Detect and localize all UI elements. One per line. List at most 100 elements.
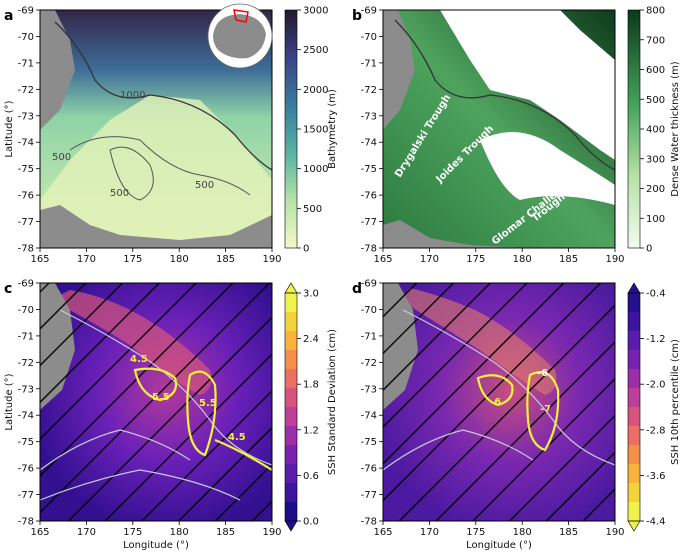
colorbar-tick-label: -3.6 [646,471,666,482]
lon-tick-label: 175 [123,527,142,538]
lon-tick-label: 165 [373,254,392,265]
x-axis-label: Longitude (°) [123,540,189,551]
lat-tick-label: -76 [361,464,377,475]
colorbar-label: Bathymetry (m) [327,89,338,169]
panel-c: c 4.5 5.5 5.5 4.5 0.0 0.6 1.2 1.8 2.4 3.0 SSH… [4,281,338,551]
lon-tick-label: 165 [373,527,392,538]
colorbar-tick-label: 2.4 [303,334,319,345]
lat-tick-label: -73 [361,111,377,122]
lon-tick-label: 190 [262,254,281,265]
colorbar-segment [285,331,297,350]
contour-yellow [186,370,217,457]
colorbar-extend-top [284,282,298,294]
colorbar-tick-label: -2.0 [646,380,666,391]
lon-tick-label: 170 [77,254,96,265]
dense-water-colorbar [627,9,641,249]
colorbar-tick-label: 300 [646,154,665,165]
lat-tick-label: -72 [18,358,34,369]
contour-yellow [476,374,514,407]
colorbar-label: SSH 10th percentile (cm) [670,339,681,465]
lat-tick-label: -71 [18,331,34,342]
colorbar-segment [285,369,297,388]
colorbar-label: SSH Standard Deviation (cm) [327,329,338,475]
colorbar-segment [285,293,297,312]
contour-yellow [526,371,560,452]
lat-tick-label: -76 [361,191,377,202]
contour-label: -6 [537,368,548,379]
lon-tick-label: 165 [30,527,49,538]
land-ross-ice-shelf [40,205,272,248]
panel-b-label: b [352,8,362,24]
colorbar-label: Dense Water thickness (m) [670,61,681,197]
lon-tick-label: 185 [216,527,235,538]
lat-tick-label: -69 [18,6,34,17]
lat-tick-label: -74 [18,138,34,149]
colorbar-segment [628,445,640,464]
lat-tick-label: -75 [18,164,34,175]
colorbar-segment [285,388,297,407]
colorbar-tick-label: 0.0 [303,517,319,528]
contour-label: 5.5 [152,392,170,403]
colorbar-tick-label: 800 [646,6,665,17]
colorbar-segment [285,312,297,331]
colorbar-segment [628,464,640,483]
colorbar-segment [285,483,297,502]
hatching [383,283,615,521]
colorbar-segment [628,312,640,331]
lat-tick-label: -78 [361,244,377,255]
lat-tick-label: -73 [18,384,34,395]
contour-label: -6 [490,397,501,408]
colorbar-tick-label: 3.0 [303,289,319,300]
contour-label: 1000 [120,90,145,101]
y-axis-label: Latitude (°) [4,373,15,430]
lat-tick-label: -72 [361,358,377,369]
colorbar-extend-top [627,282,641,294]
panel-a-label: a [4,8,13,24]
colorbar-tick-label: -2.8 [646,425,666,436]
lat-tick-label: -76 [18,464,34,475]
lat-tick-label: -70 [361,305,377,316]
land-victoria [40,10,75,130]
ssh-p10-colorbar: -4.4 -3.6 -2.8 -2.0 -1.2 -0.4 [627,282,666,532]
lat-tick-label: -76 [18,191,34,202]
lat-tick-label: -72 [18,85,34,96]
lon-tick-label: 175 [123,254,142,265]
colorbar-segment [628,502,640,521]
land-victoria [383,10,415,130]
lat-tick-label: -69 [18,279,34,290]
panel-a: a 1000 500 500 500 0 500 1000 1500 2000 2500 3… [4,3,338,255]
panel-d-label: d [352,281,362,297]
lon-tick-label: 180 [170,527,189,538]
colorbar-extend-bottom [627,520,641,532]
lon-tick-label: 165 [30,254,49,265]
lat-tick-label: -72 [361,85,377,96]
colorbar-segment [285,445,297,464]
contour-label: 500 [110,188,129,199]
colorbar-tick-label: 1500 [303,125,328,136]
colorbar-segment [628,293,640,312]
colorbar-tick-label: 0 [303,244,309,255]
lat-tick-label: -70 [18,305,34,316]
colorbar-tick-label: 0.6 [303,471,319,482]
colorbar-tick-label: 1000 [303,164,328,175]
lon-tick-label: 190 [605,254,624,265]
lat-tick-label: -73 [18,111,34,122]
y-axis-label: Latitude (°) [4,100,15,157]
colorbar-segment [628,369,640,388]
colorbar-tick-label: 100 [646,214,665,225]
lon-tick-label: 185 [216,254,235,265]
colorbar-tick-label: 200 [646,184,665,195]
panel-b: b Drygalski Trough Joides Trough Glomar … [352,6,681,255]
hatching [40,283,272,521]
colorbar-tick-label: -0.4 [646,289,666,300]
lat-tick-label: -69 [361,279,377,290]
colorbar-extend-bottom [284,520,298,532]
colorbar-segment [285,426,297,445]
lat-tick-label: -74 [361,411,377,422]
x-axis-label: Longitude (°) [466,540,532,551]
colorbar-segment [628,407,640,426]
lat-tick-label: -77 [361,217,377,228]
colorbar-segment [285,407,297,426]
contour-label: 4.5 [228,432,246,443]
colorbar-tick-label: 500 [303,204,322,215]
